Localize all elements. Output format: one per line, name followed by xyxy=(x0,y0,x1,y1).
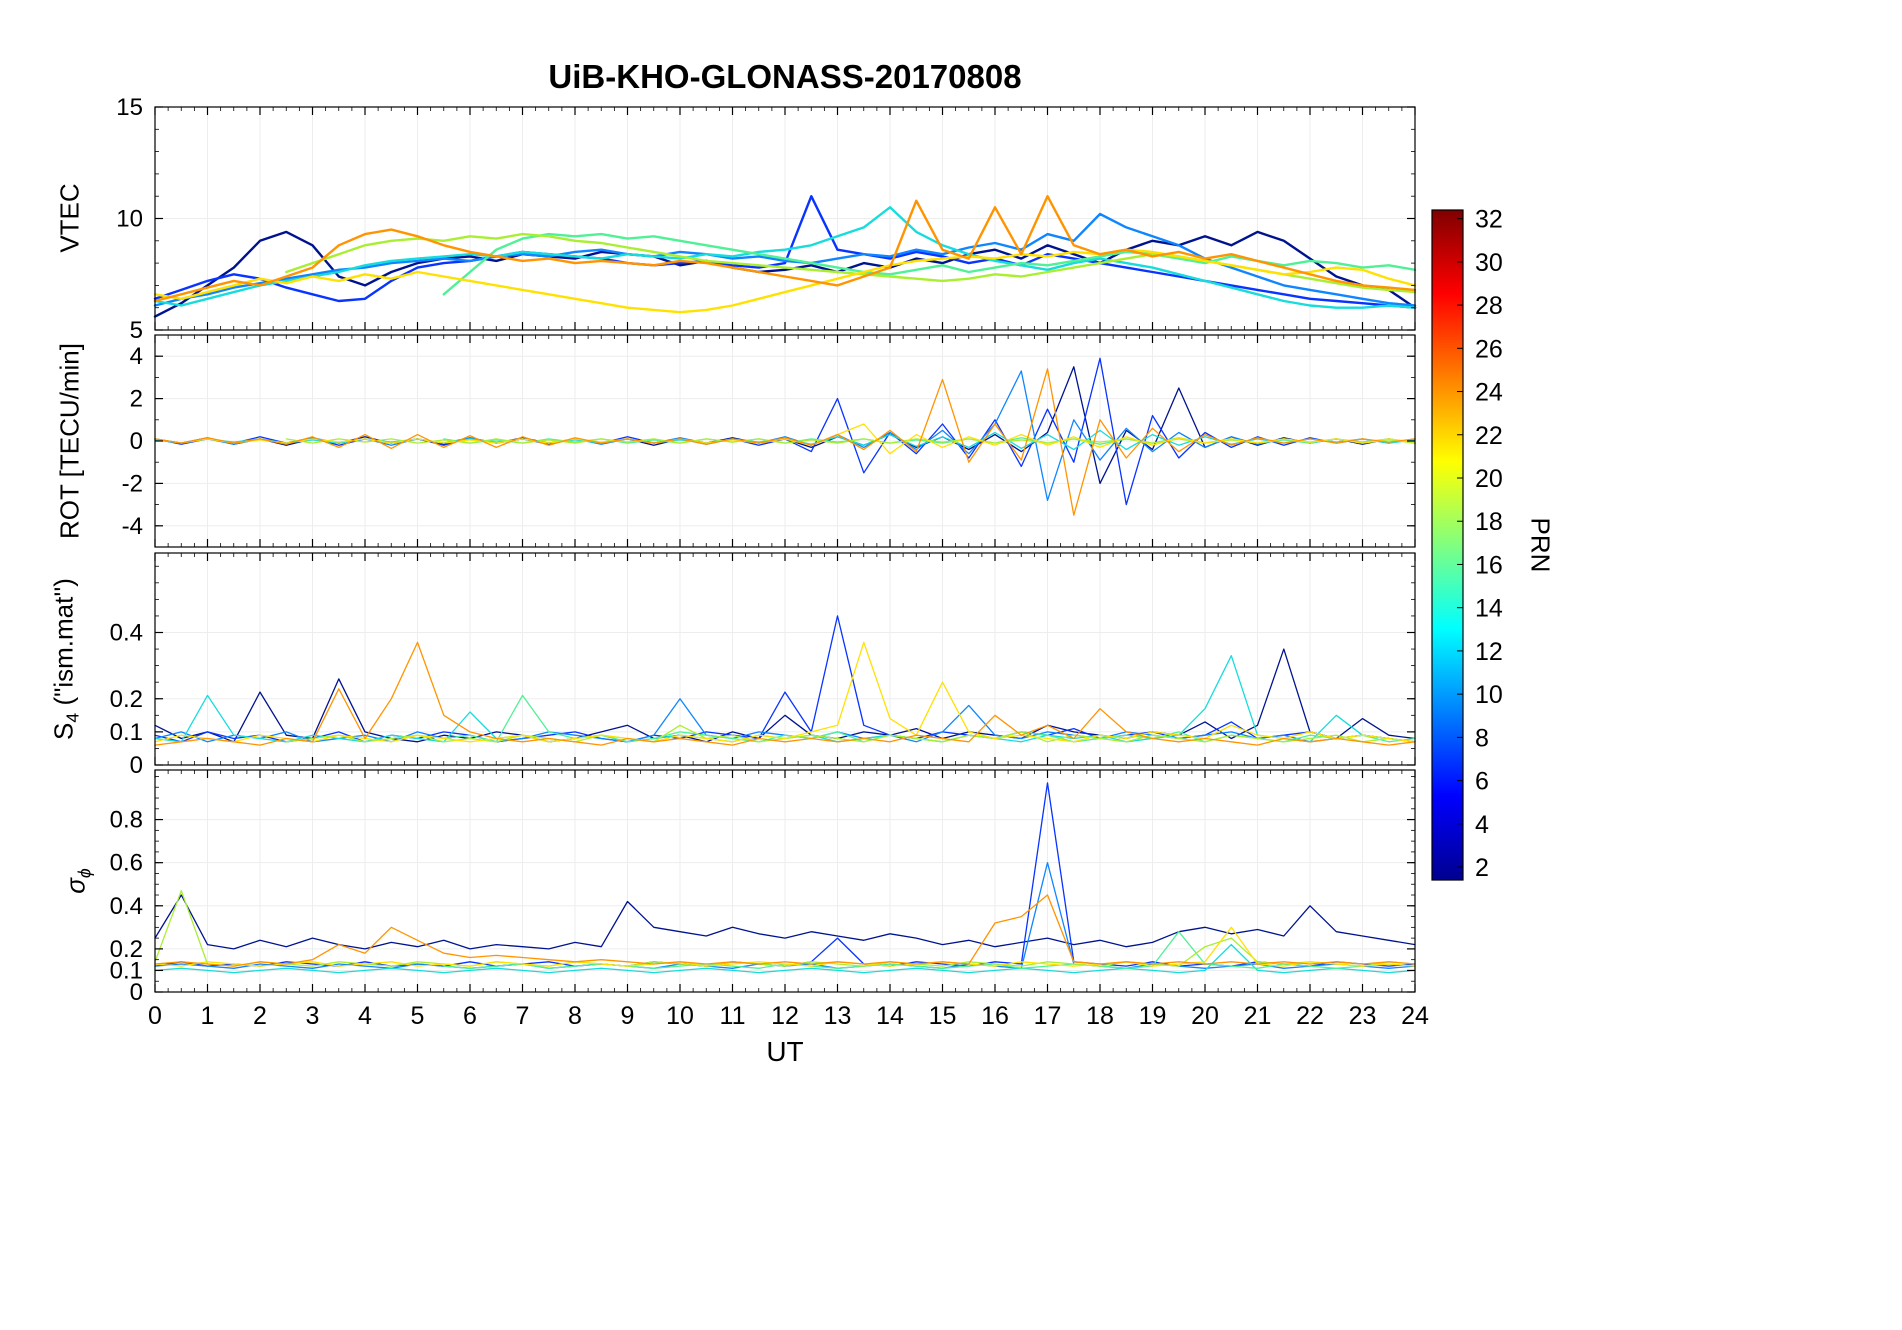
colorbar-tick-label: 4 xyxy=(1475,811,1489,839)
y-tick-label: 0.1 xyxy=(110,719,143,746)
series-prn20 xyxy=(154,423,1416,455)
series-prn18 xyxy=(285,438,1416,444)
ylabel-s4-suffix: ("ism.mat'') xyxy=(48,578,79,713)
x-tick-label: 17 xyxy=(1034,1002,1062,1030)
colorbar-tick-label: 18 xyxy=(1475,508,1503,536)
x-tick-label: 10 xyxy=(666,1002,694,1030)
x-tick-label: 22 xyxy=(1296,1002,1324,1030)
ylabel-sigma-subscript: ϕ xyxy=(74,868,95,879)
x-tick-label: 24 xyxy=(1401,1002,1429,1030)
y-tick-label: 0 xyxy=(130,428,143,455)
y-tick-label: 0.2 xyxy=(110,936,143,963)
colorbar-axis-label: PRN xyxy=(1525,517,1556,573)
y-tick-label: 0.4 xyxy=(110,893,143,920)
ylabel-vtec: VTEC xyxy=(55,183,86,252)
chart-title: UiB-KHO-GLONASS-20170808 xyxy=(548,58,1022,95)
panel-s4: 0 0.1 0.2 0.4 xyxy=(110,552,1416,779)
x-tick-label: 16 xyxy=(981,1002,1009,1030)
ylabel-rot-text: ROT [TECU/min] xyxy=(54,343,85,539)
series-prn24 xyxy=(154,894,1416,967)
x-tick-label: 15 xyxy=(929,1002,957,1030)
x-tick-label: 3 xyxy=(306,1002,320,1030)
colorbar-tick-label: 16 xyxy=(1475,551,1503,579)
y-tick-label: 4 xyxy=(130,343,143,370)
series-prn20 xyxy=(153,248,1417,314)
colorbar-tick-label: 12 xyxy=(1475,638,1503,666)
y-tick-label: 0.6 xyxy=(110,850,143,877)
y-tick-label: 0.2 xyxy=(110,686,143,713)
x-axis-label: UT xyxy=(766,1036,804,1067)
colorbar-gradient xyxy=(1431,209,1464,881)
x-tick-label: 7 xyxy=(516,1002,530,1030)
x-tick-label: 0 xyxy=(148,1002,162,1030)
series-prn2 xyxy=(154,894,1416,950)
ylabel-vtec-text: VTEC xyxy=(54,183,85,253)
x-tick-label: 19 xyxy=(1139,1002,1167,1030)
ylabel-s4-subscript: 4 xyxy=(62,712,83,723)
y-tick-label: 10 xyxy=(116,206,143,233)
y-tick-label: 15 xyxy=(116,94,143,121)
y-tick-label: 0.1 xyxy=(110,957,143,984)
colorbar-tick-label: 28 xyxy=(1475,292,1503,320)
y-tick-label: 0.8 xyxy=(110,807,143,834)
y-tick-label: -2 xyxy=(122,470,143,497)
ylabel-sigma-main: σ xyxy=(60,878,91,894)
series-prn24 xyxy=(154,368,1416,516)
x-tick-label: 6 xyxy=(463,1002,477,1030)
y-tick-label: -4 xyxy=(122,513,143,540)
ylabel-s4-main: S xyxy=(48,722,79,740)
x-tick-label: 11 xyxy=(720,1002,746,1030)
colorbar-tick-label: 30 xyxy=(1475,249,1503,277)
series-prn12 xyxy=(154,943,1416,974)
x-tick-label: 4 xyxy=(358,1002,372,1030)
x-tick-label: 8 xyxy=(568,1002,582,1030)
y-tick-label: 5 xyxy=(130,317,143,344)
ylabel-s4: S4 ("ism.mat'') xyxy=(48,578,83,740)
colorbar-tick-label: 26 xyxy=(1475,335,1503,363)
x-tick-label: 12 xyxy=(771,1002,799,1030)
ylabel-sigma-phi: σϕ xyxy=(60,868,95,894)
x-tick-label: 13 xyxy=(824,1002,852,1030)
colorbar-tick-label: 24 xyxy=(1475,379,1503,407)
colorbar-tick-label: 10 xyxy=(1475,681,1503,709)
series-prn20 xyxy=(154,926,1416,967)
x-tick-label: 18 xyxy=(1086,1002,1114,1030)
panel-vtec: 5 10 15 xyxy=(116,94,1417,344)
series-prn2 xyxy=(153,230,1417,318)
x-tick-label: 21 xyxy=(1244,1002,1272,1030)
y-tick-label: 0 xyxy=(130,979,143,1006)
y-tick-label: 2 xyxy=(130,386,143,413)
y-tick-label: 0.4 xyxy=(110,620,143,647)
x-tick-label: 5 xyxy=(411,1002,425,1030)
colorbar-tick-label: 22 xyxy=(1475,422,1503,450)
panel-rot: -4 -2 0 2 4 xyxy=(122,334,1416,548)
series-prn24 xyxy=(154,641,1416,746)
x-tick-label: 2 xyxy=(253,1002,267,1030)
x-tick-label: 1 xyxy=(201,1002,215,1030)
x-tick-label: 20 xyxy=(1191,1002,1219,1030)
x-tick-label: 9 xyxy=(621,1002,635,1030)
colorbar-tick-label: 6 xyxy=(1475,768,1489,796)
x-tick-label: 23 xyxy=(1349,1002,1377,1030)
x-tick-label: 14 xyxy=(876,1002,904,1030)
series-prn24 xyxy=(153,194,1417,303)
series-prn12 xyxy=(153,206,1417,309)
colorbar-tick-label: 14 xyxy=(1475,595,1503,623)
colorbar-tick-label: 8 xyxy=(1475,724,1489,752)
series-prn2 xyxy=(154,648,1416,743)
colorbar-tick-label: 20 xyxy=(1475,465,1503,493)
y-tick-label: 0 xyxy=(130,752,143,779)
colorbar-tick-label: 2 xyxy=(1475,854,1489,882)
colorbar-tick-label: 32 xyxy=(1475,206,1503,234)
ylabel-rot: ROT [TECU/min] xyxy=(55,343,86,539)
panel-sigma-phi: 00.10.20.40.60.80 1 2 3 4 5 6 7 8 9 10 11 12 13 14 15 16… xyxy=(110,769,1429,1030)
